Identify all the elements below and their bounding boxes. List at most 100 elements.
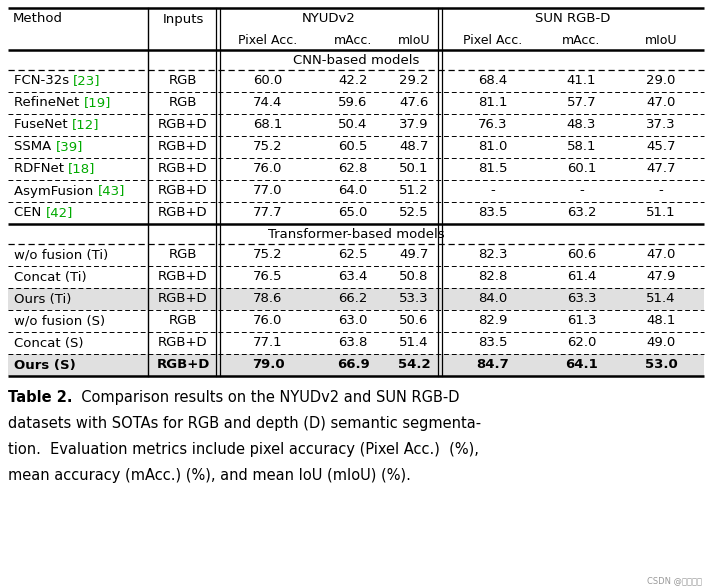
- Text: 65.0: 65.0: [338, 206, 367, 219]
- Text: RGB+D: RGB+D: [158, 292, 208, 306]
- Text: RGB+D: RGB+D: [158, 270, 208, 283]
- Text: 75.2: 75.2: [253, 249, 283, 262]
- Text: 59.6: 59.6: [338, 96, 367, 109]
- Text: Ours (Ti): Ours (Ti): [14, 292, 71, 306]
- Text: 84.0: 84.0: [478, 292, 507, 306]
- Text: -: -: [579, 185, 584, 198]
- Text: 76.0: 76.0: [253, 162, 283, 175]
- Text: 49.0: 49.0: [646, 336, 676, 349]
- Text: 41.1: 41.1: [567, 75, 596, 88]
- Text: 78.6: 78.6: [253, 292, 283, 306]
- Text: mAcc.: mAcc.: [334, 34, 372, 46]
- Text: SSMA: SSMA: [14, 141, 56, 153]
- Text: 62.0: 62.0: [567, 336, 596, 349]
- Text: RefineNet: RefineNet: [14, 96, 83, 109]
- Text: mIoU: mIoU: [398, 34, 430, 46]
- Text: 77.1: 77.1: [253, 336, 283, 349]
- Text: 62.8: 62.8: [338, 162, 367, 175]
- Text: [19]: [19]: [83, 96, 111, 109]
- Text: 47.6: 47.6: [399, 96, 429, 109]
- Text: 53.0: 53.0: [644, 359, 677, 372]
- Text: Transformer-based models: Transformer-based models: [268, 228, 444, 240]
- Text: 62.5: 62.5: [338, 249, 368, 262]
- Text: mean accuracy (mAcc.) (%), and mean IoU (mIoU) (%).: mean accuracy (mAcc.) (%), and mean IoU …: [8, 468, 411, 483]
- Text: [39]: [39]: [56, 141, 83, 153]
- Text: CSDN @翰墨大人: CSDN @翰墨大人: [647, 576, 702, 585]
- Text: 68.1: 68.1: [253, 119, 283, 132]
- Text: 52.5: 52.5: [399, 206, 429, 219]
- Text: Method: Method: [13, 12, 63, 25]
- Text: w/o fusion (S): w/o fusion (S): [14, 315, 105, 328]
- Text: -: -: [659, 185, 664, 198]
- Text: Pixel Acc.: Pixel Acc.: [463, 34, 522, 46]
- Text: RGB+D: RGB+D: [158, 185, 208, 198]
- Text: FCN-32s: FCN-32s: [14, 75, 73, 88]
- Text: CEN: CEN: [14, 206, 46, 219]
- Text: RGB+D: RGB+D: [158, 162, 208, 175]
- Text: AsymFusion: AsymFusion: [14, 185, 98, 198]
- Text: RGB+D: RGB+D: [157, 359, 210, 372]
- Text: 74.4: 74.4: [253, 96, 283, 109]
- Text: Pixel Acc.: Pixel Acc.: [239, 34, 298, 46]
- Text: 77.7: 77.7: [253, 206, 283, 219]
- Text: 76.3: 76.3: [478, 119, 507, 132]
- Text: 58.1: 58.1: [567, 141, 596, 153]
- Text: 45.7: 45.7: [646, 141, 676, 153]
- Text: 81.5: 81.5: [478, 162, 507, 175]
- Text: 49.7: 49.7: [399, 249, 429, 262]
- Text: 83.5: 83.5: [478, 206, 507, 219]
- Text: 83.5: 83.5: [478, 336, 507, 349]
- Text: 76.5: 76.5: [253, 270, 283, 283]
- Text: 63.2: 63.2: [567, 206, 596, 219]
- Text: 51.2: 51.2: [399, 185, 429, 198]
- Bar: [8, 288, 704, 310]
- Text: 84.7: 84.7: [476, 359, 509, 372]
- Text: 53.3: 53.3: [399, 292, 429, 306]
- Text: 47.0: 47.0: [646, 249, 676, 262]
- Text: 61.3: 61.3: [567, 315, 596, 328]
- Text: 37.9: 37.9: [399, 119, 429, 132]
- Text: RGB: RGB: [169, 75, 197, 88]
- Text: 48.1: 48.1: [646, 315, 676, 328]
- Text: 57.7: 57.7: [567, 96, 597, 109]
- Text: Table 2.: Table 2.: [8, 390, 73, 405]
- Text: 47.9: 47.9: [646, 270, 676, 283]
- Text: 42.2: 42.2: [338, 75, 368, 88]
- Text: 51.4: 51.4: [399, 336, 429, 349]
- Text: Concat (S): Concat (S): [14, 336, 83, 349]
- Text: 48.3: 48.3: [567, 119, 596, 132]
- Text: [12]: [12]: [72, 119, 100, 132]
- Text: 29.0: 29.0: [646, 75, 676, 88]
- Text: 79.0: 79.0: [251, 359, 284, 372]
- Text: 50.4: 50.4: [338, 119, 367, 132]
- Text: 66.2: 66.2: [338, 292, 367, 306]
- Text: 81.1: 81.1: [478, 96, 507, 109]
- Text: RGB+D: RGB+D: [158, 206, 208, 219]
- Text: Inputs: Inputs: [162, 12, 204, 25]
- Text: mAcc.: mAcc.: [562, 34, 601, 46]
- Text: 50.8: 50.8: [399, 270, 429, 283]
- Text: datasets with SOTAs for RGB and depth (D) semantic segmenta-: datasets with SOTAs for RGB and depth (D…: [8, 416, 481, 431]
- Text: 60.5: 60.5: [338, 141, 367, 153]
- Text: [42]: [42]: [46, 206, 73, 219]
- Text: w/o fusion (Ti): w/o fusion (Ti): [14, 249, 108, 262]
- Text: 63.0: 63.0: [338, 315, 367, 328]
- Text: 82.9: 82.9: [478, 315, 507, 328]
- Text: 29.2: 29.2: [399, 75, 429, 88]
- Text: mIoU: mIoU: [645, 34, 677, 46]
- Text: RGB: RGB: [169, 249, 197, 262]
- Text: [43]: [43]: [98, 185, 125, 198]
- Text: 47.0: 47.0: [646, 96, 676, 109]
- Text: 82.3: 82.3: [478, 249, 507, 262]
- Text: Comparison results on the NYUDv2 and SUN RGB-D: Comparison results on the NYUDv2 and SUN…: [73, 390, 460, 405]
- Text: SUN RGB-D: SUN RGB-D: [535, 12, 611, 25]
- Bar: [8, 354, 704, 376]
- Text: RDFNet: RDFNet: [14, 162, 68, 175]
- Text: RGB: RGB: [169, 96, 197, 109]
- Text: 76.0: 76.0: [253, 315, 283, 328]
- Text: 50.1: 50.1: [399, 162, 429, 175]
- Text: 64.0: 64.0: [338, 185, 367, 198]
- Text: 47.7: 47.7: [646, 162, 676, 175]
- Text: 68.4: 68.4: [478, 75, 507, 88]
- Text: tion.  Evaluation metrics include pixel accuracy (Pixel Acc.)  (%),: tion. Evaluation metrics include pixel a…: [8, 442, 479, 457]
